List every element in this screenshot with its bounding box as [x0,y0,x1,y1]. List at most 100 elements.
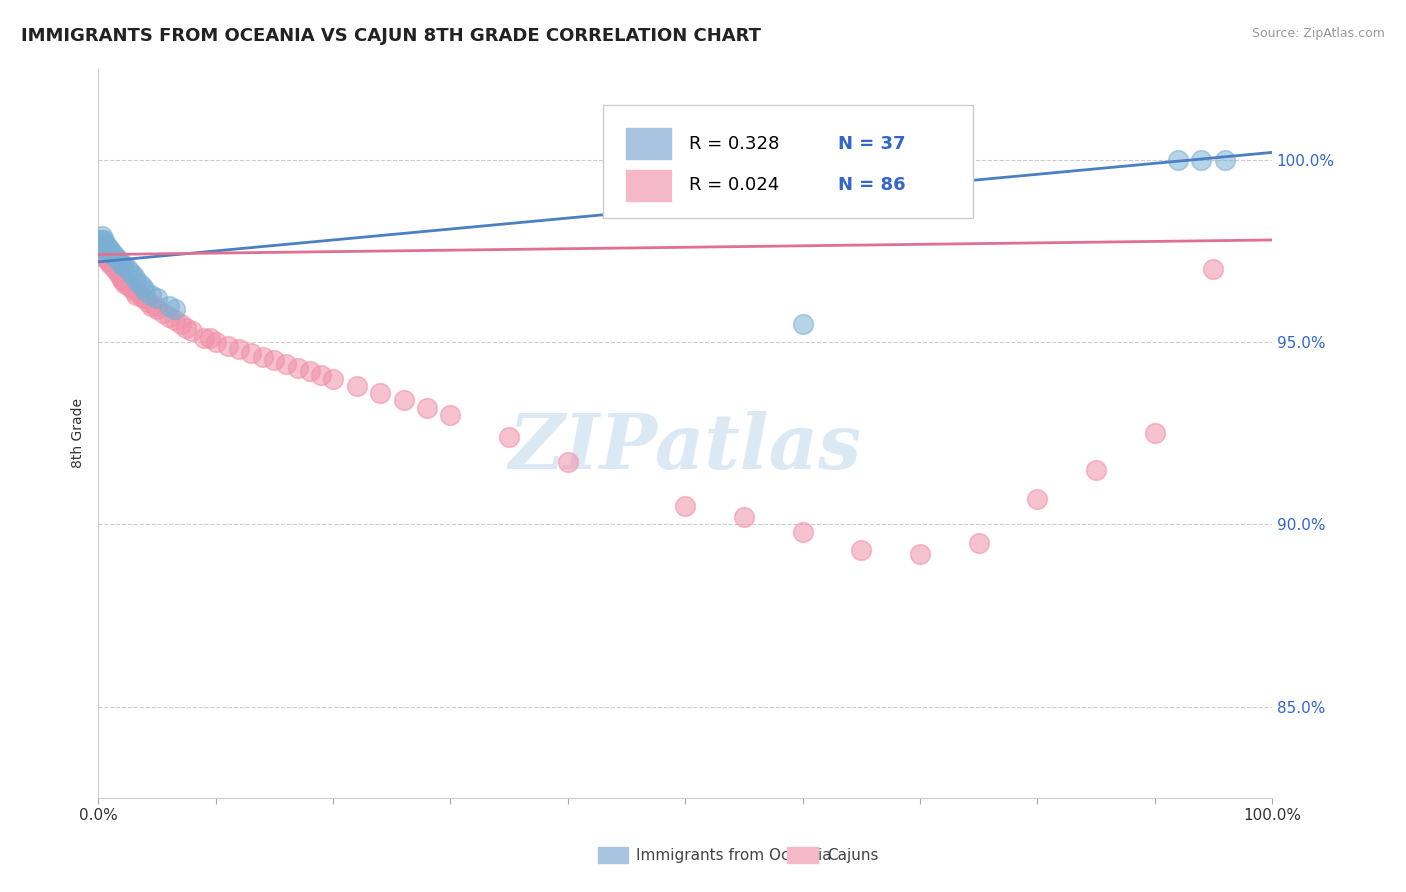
Point [117,277,139,291]
Point [163,313,186,327]
Point [98,244,121,258]
Point [287,360,309,375]
Point [96,251,118,265]
Point [198,331,221,345]
Point [673,500,696,514]
Point [128,277,150,291]
Point [134,284,156,298]
Point [94,247,117,261]
Point [100,244,122,258]
Text: R = 0.024: R = 0.024 [689,177,779,194]
Point [117,262,139,277]
Point [733,510,755,524]
Point [169,317,191,331]
Point [120,280,142,294]
Point [97,251,120,265]
Point [908,547,931,561]
Point [89,247,111,261]
Point [122,269,145,284]
Point [94,251,117,265]
Point [1191,153,1213,167]
Text: N = 86: N = 86 [838,177,905,194]
Point [1143,426,1166,441]
Point [91,229,114,244]
Point [125,273,148,287]
Point [128,287,150,301]
Point [132,280,155,294]
Point [98,255,121,269]
Point [120,280,142,294]
Point [311,368,333,382]
Point [91,244,114,258]
Point [90,244,112,258]
Point [176,320,198,334]
Point [108,255,131,269]
Point [143,299,166,313]
Point [91,236,114,251]
Point [112,259,135,273]
Point [439,408,461,422]
Point [193,331,215,345]
Text: IMMIGRANTS FROM OCEANIA VS CAJUN 8TH GRADE CORRELATION CHART: IMMIGRANTS FROM OCEANIA VS CAJUN 8TH GRA… [21,27,761,45]
Point [105,251,128,265]
Point [110,269,132,284]
Point [1167,153,1189,167]
Point [89,233,111,247]
Point [93,236,115,251]
Point [96,247,118,261]
Text: N = 37: N = 37 [838,135,905,153]
Point [91,247,114,261]
Point [98,255,121,269]
Point [368,386,391,401]
Text: ZIPatlas: ZIPatlas [509,411,862,485]
Point [1084,463,1107,477]
Point [298,364,321,378]
Point [276,357,298,371]
Point [263,353,285,368]
Point [498,430,520,444]
Y-axis label: 8th Grade: 8th Grade [72,399,86,468]
Point [97,240,120,254]
Point [112,273,135,287]
Point [100,259,122,273]
Point [103,247,125,261]
Point [1026,491,1049,506]
Point [91,236,114,251]
Bar [627,170,671,201]
Point [89,244,111,258]
Point [157,310,180,324]
Point [91,244,114,258]
Point [103,259,125,273]
Point [851,543,873,558]
Point [163,302,186,317]
Point [93,247,115,261]
Point [792,317,814,331]
Point [101,247,124,261]
Point [557,455,579,469]
Point [93,233,115,247]
Point [108,269,131,284]
Point [146,291,169,305]
Point [94,236,117,251]
Point [252,350,274,364]
Point [141,299,163,313]
Point [322,371,344,385]
Point [89,240,111,254]
Point [90,240,112,254]
Point [1202,262,1225,277]
Point [146,302,169,317]
Text: Cajuns: Cajuns [827,848,879,863]
Text: Source: ZipAtlas.com: Source: ZipAtlas.com [1251,27,1385,40]
Point [93,244,115,258]
Point [228,343,250,357]
Point [392,393,415,408]
Point [120,266,142,280]
Point [89,244,111,258]
Text: R = 0.328: R = 0.328 [689,135,779,153]
Point [134,291,156,305]
Point [111,259,134,273]
Point [240,346,263,360]
Point [91,247,114,261]
Point [114,277,136,291]
Point [101,259,124,273]
